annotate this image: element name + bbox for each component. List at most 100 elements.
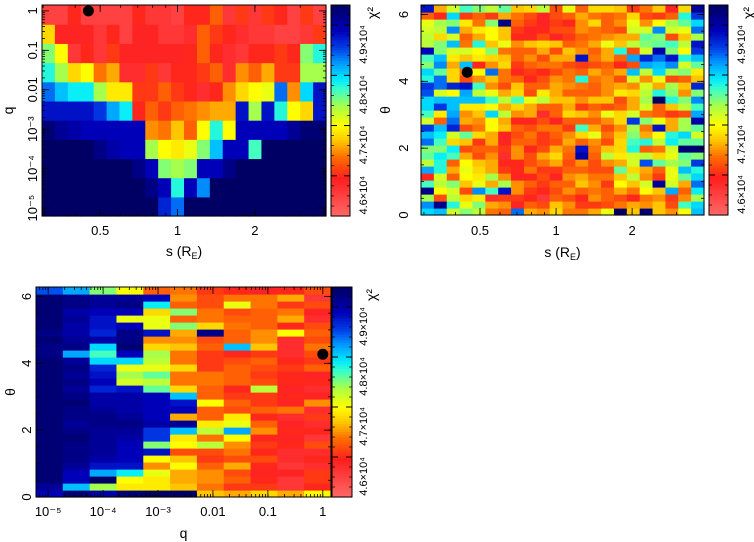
heatmap-cell	[485, 5, 499, 13]
heatmap-cell	[562, 201, 576, 209]
heatmap-cell	[62, 434, 91, 442]
heatmap-cell	[89, 343, 118, 351]
heatmap-cell	[235, 5, 250, 25]
colorbar-segment	[331, 18, 350, 22]
heatmap-cell	[678, 26, 692, 34]
colorbar-segment	[331, 147, 350, 151]
heatmap-cell	[277, 476, 305, 484]
heatmap-cell	[498, 166, 512, 174]
heatmap-cell	[274, 100, 288, 121]
heatmap-cell	[89, 294, 118, 302]
heatmap-cell	[511, 89, 525, 97]
heatmap-cell	[145, 177, 159, 198]
heatmap-cell	[89, 371, 118, 379]
colorbar-segment	[332, 415, 352, 419]
colorbar-segment	[331, 186, 350, 191]
heatmap-cell	[235, 177, 250, 198]
heatmap-cell	[639, 201, 654, 209]
heatmap-cell	[171, 81, 185, 102]
heatmap-cell	[421, 12, 435, 20]
heatmap-cell	[277, 413, 305, 421]
heatmap-cell	[485, 180, 499, 188]
heatmap-cell	[89, 378, 118, 386]
heatmap-cell	[549, 166, 564, 174]
heatmap-cell	[116, 399, 144, 407]
heatmap-cell	[143, 343, 171, 351]
heatmap-cell	[116, 448, 144, 456]
heatmap-cell	[613, 117, 628, 125]
heatmap-cell	[601, 117, 615, 125]
heatmap-cell	[575, 68, 589, 76]
heatmap-cell	[42, 24, 56, 44]
colorbar-segment	[709, 125, 728, 129]
heatmap-cell	[277, 378, 305, 386]
heatmap-cell	[588, 166, 602, 174]
heatmap-cell	[562, 145, 576, 153]
heatmap-cell	[626, 33, 641, 41]
heatmap-cell	[116, 434, 144, 442]
colorbar-segment	[331, 150, 350, 154]
heatmap-cell	[196, 5, 211, 25]
colorbar-frame	[708, 4, 729, 216]
heatmap-cell	[626, 75, 641, 83]
colorbar-segment	[709, 136, 728, 140]
heatmap-cell	[62, 469, 91, 477]
heatmap-cell	[523, 89, 538, 97]
colorbar-segment	[331, 47, 350, 51]
colorbar-segment	[332, 329, 352, 333]
heatmap-cell	[511, 110, 525, 118]
colorbar-segment	[709, 144, 728, 148]
heatmap-cell	[459, 117, 474, 125]
heatmap-cell	[601, 40, 615, 48]
heatmap-cell	[222, 100, 237, 121]
colorbar-segment	[709, 81, 728, 85]
heatmap-cell	[170, 462, 198, 470]
heatmap-cell	[536, 103, 551, 111]
colorbar-segment	[331, 205, 350, 209]
heatmap-cell	[119, 158, 133, 179]
heatmap-cell	[223, 336, 252, 344]
heatmap-cell	[170, 329, 198, 337]
heatmap-cell	[145, 24, 159, 44]
heatmap-cell	[89, 455, 118, 463]
heatmap-cell	[665, 131, 679, 139]
heatmap-cell	[235, 24, 250, 44]
heatmap-cell	[601, 152, 615, 160]
colorbar-segment	[332, 420, 352, 425]
heatmap-cell	[511, 208, 525, 216]
heatmap-cell	[62, 448, 91, 456]
heatmap-cell	[498, 103, 512, 111]
colorbar-segment	[332, 394, 352, 398]
heatmap-cell	[665, 68, 679, 76]
heatmap-cell	[485, 131, 499, 139]
colorbar-segment	[709, 52, 728, 56]
heatmap-cell	[613, 82, 628, 90]
heatmap-cell	[261, 62, 275, 83]
heatmap-cell	[691, 40, 705, 48]
heatmap-cell	[549, 173, 564, 181]
heatmap-cell	[446, 180, 461, 188]
heatmap-cell	[223, 315, 252, 323]
heatmap-cell	[274, 177, 288, 198]
y-tick-label: 10⁻⁵	[25, 195, 40, 222]
colorbar-segment	[709, 199, 728, 203]
heatmap-cell	[639, 208, 654, 216]
heatmap-cell	[459, 208, 474, 216]
heatmap-cell	[184, 120, 198, 140]
heatmap-cell	[446, 89, 461, 97]
heatmap-cell	[106, 196, 121, 217]
heatmap-cell	[433, 47, 448, 55]
x-tick-label: 1	[319, 504, 326, 519]
heatmap-cell	[36, 322, 64, 330]
heatmap-cell	[223, 350, 252, 358]
colorbar-segment	[709, 68, 728, 72]
heatmap-cell	[116, 427, 144, 435]
heatmap-cell	[613, 40, 628, 48]
heatmap-cell	[250, 406, 278, 414]
heatmap-cell	[601, 96, 615, 104]
heatmap-cell	[223, 329, 252, 337]
heatmap-cell	[523, 75, 538, 83]
heatmap-cell	[261, 24, 275, 44]
heatmap-cell	[639, 187, 654, 195]
colorbar-segment	[331, 152, 350, 156]
